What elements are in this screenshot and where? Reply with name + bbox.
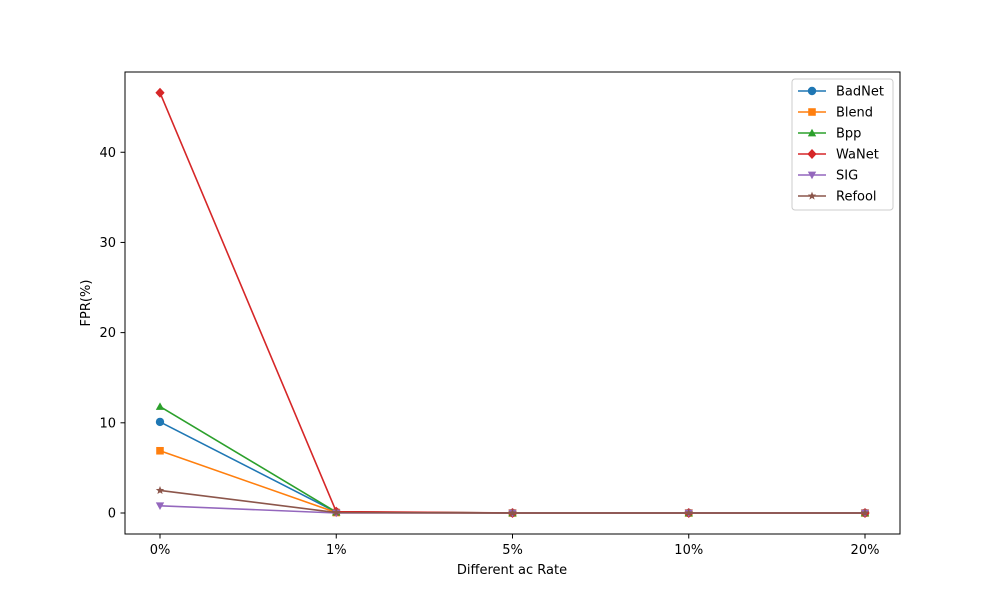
series-line [159,92,865,514]
data-point [155,417,165,427]
legend-label: Blend [836,106,873,121]
y-tick-label: 40 [99,146,116,161]
legend-marker [807,128,817,137]
data-point [508,508,517,517]
x-tick-label: 20% [851,543,880,558]
axis-ticks: 0% 1% 5% 10% 20% 0 10 20 30 40 [99,146,879,558]
y-tick-label: 10 [99,416,116,431]
y-tick-label: 20 [99,326,116,341]
y-tick-label: 30 [99,236,116,251]
legend-marker [807,148,817,160]
x-tick-label: 5% [502,543,523,558]
data-point [155,502,165,510]
x-tick-label: 0% [150,543,171,558]
data-point [860,508,870,517]
plot-frame [124,71,901,535]
legend-item: BadNet [798,85,884,100]
legend-item: Bpp [798,127,861,142]
legend-label: Refool [836,190,877,205]
y-axis-label: FPR(%) [79,280,94,327]
legend: BadNet Blend Bpp WaNet SIG Refool [791,78,894,211]
data-point [684,508,693,517]
legend-label: BadNet [836,85,884,100]
series-blend [156,446,869,517]
x-axis-label: Different ac Rate [457,563,567,578]
legend-item: Refool [798,190,877,205]
legend-item: SIG [798,169,858,184]
legend-marker [808,108,816,116]
x-tick-label: 10% [674,543,703,558]
data-point [156,446,164,455]
legend-label: SIG [836,169,858,184]
series-layer [155,87,870,519]
data-point [332,508,341,517]
legend-marker [807,171,817,180]
series-line [159,421,865,514]
data-point [155,486,165,495]
legend-item: WaNet [798,148,879,163]
legend-marker [807,191,817,200]
y-tick-label: 0 [108,506,116,521]
series-wanet [155,87,870,519]
series-bpp [155,402,870,517]
data-point [155,87,165,98]
legend-label: WaNet [836,148,879,163]
legend-label: Bpp [836,127,861,142]
x-tick-label: 1% [326,543,347,558]
data-point [155,402,165,410]
series-refool [155,486,870,517]
legend-item: Blend [798,106,873,121]
series-line [159,405,865,514]
legend-marker [807,86,817,96]
